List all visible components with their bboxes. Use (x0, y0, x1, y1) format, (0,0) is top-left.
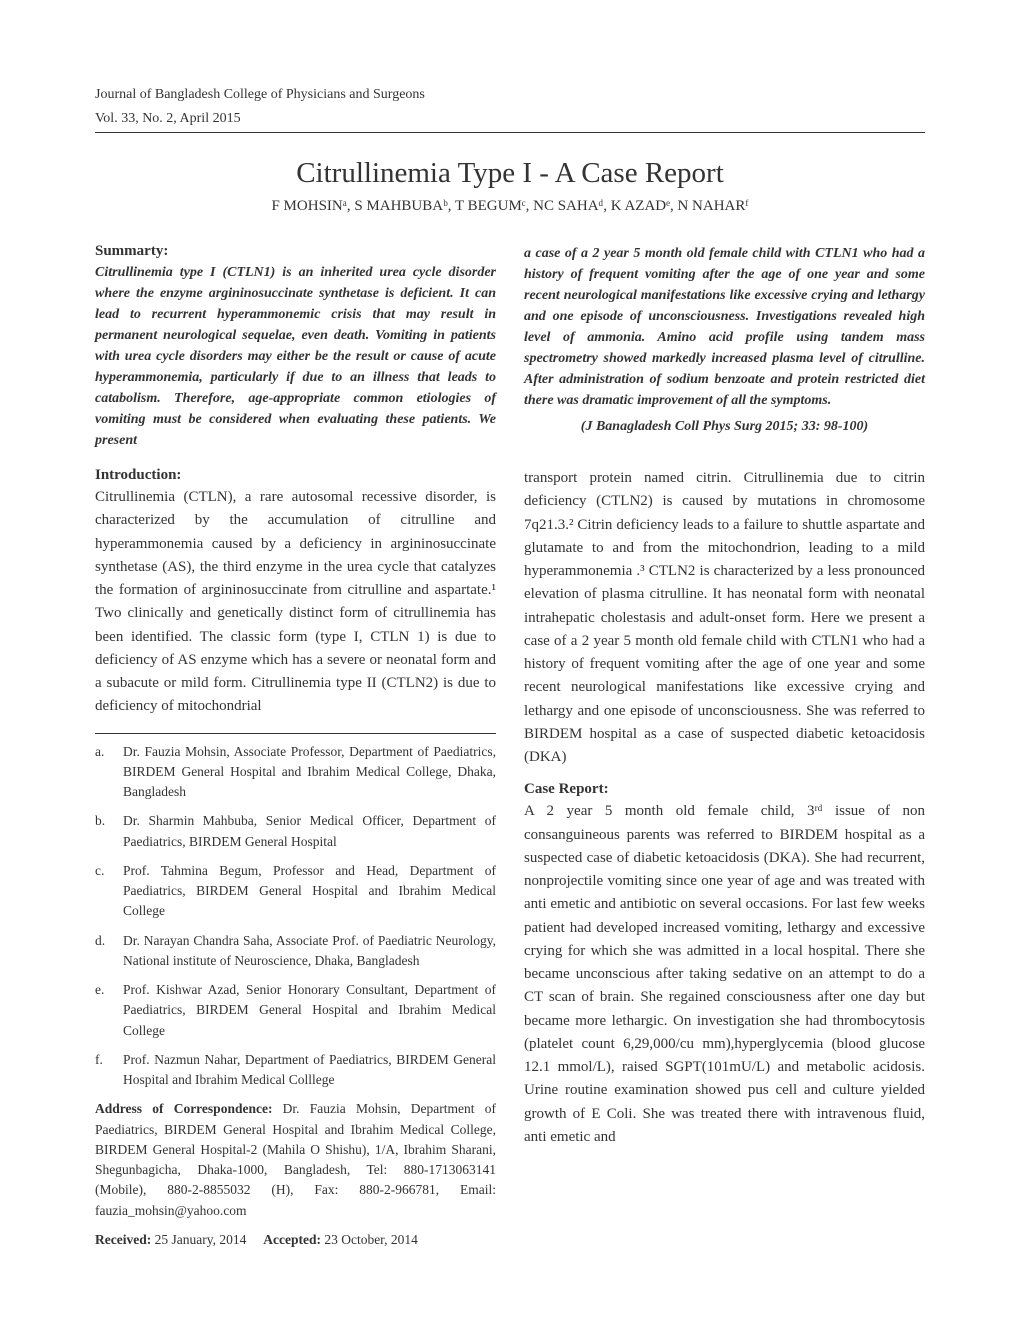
affil-text: Prof. Tahmina Begum, Professor and Head,… (123, 861, 496, 922)
summary-heading: Summarty: (95, 243, 496, 260)
introduction-heading: Introduction: (95, 467, 496, 484)
affiliation-item: c. Prof. Tahmina Begum, Professor and He… (95, 861, 496, 922)
introduction-right: transport protein named citrin. Citrulli… (524, 467, 925, 769)
dates: Received: 25 January, 2014 Accepted: 23 … (95, 1230, 496, 1250)
affil-letter: b. (95, 811, 123, 852)
affil-text: Dr. Fauzia Mohsin, Associate Professor, … (123, 742, 496, 803)
case-report-heading: Case Report: (524, 781, 925, 798)
affiliation-item: b. Dr. Sharmin Mahbuba, Senior Medical O… (95, 811, 496, 852)
affiliation-item: e. Prof. Kishwar Azad, Senior Honorary C… (95, 980, 496, 1041)
affil-letter: e. (95, 980, 123, 1041)
authors-line: F MOHSINᵃ, S MAHBUBAᵇ, T BEGUMᶜ, NC SAHA… (95, 198, 925, 215)
journal-name: Journal of Bangladesh College of Physici… (95, 85, 925, 105)
left-column: Introduction: Citrullinemia (CTLN), a ra… (95, 467, 496, 1250)
affil-letter: d. (95, 931, 123, 972)
affil-letter: c. (95, 861, 123, 922)
received-date: 25 January, 2014 (151, 1232, 246, 1247)
summary-section: Summarty: Citrullinemia type I (CTLN1) i… (95, 243, 925, 451)
main-content: Introduction: Citrullinemia (CTLN), a ra… (95, 467, 925, 1250)
case-report-text: A 2 year 5 month old female child, 3ʳᵈ i… (524, 800, 925, 1149)
summary-citation: (J Banagladesh Coll Phys Surg 2015; 33: … (524, 419, 925, 435)
introduction-left: Citrullinemia (CTLN), a rare autosomal r… (95, 486, 496, 719)
summary-right: a case of a 2 year 5 month old female ch… (524, 243, 925, 411)
received-label: Received: (95, 1232, 151, 1247)
correspondence-label: Address of Correspondence: (95, 1101, 272, 1116)
affiliation-item: d. Dr. Narayan Chandra Saha, Associate P… (95, 931, 496, 972)
article-title: Citrullinemia Type I - A Case Report (95, 157, 925, 190)
header-divider (95, 132, 925, 133)
affil-letter: a. (95, 742, 123, 803)
affiliation-item: f. Prof. Nazmun Nahar, Department of Pae… (95, 1050, 496, 1091)
affil-text: Prof. Nazmun Nahar, Department of Paedia… (123, 1050, 496, 1091)
affil-text: Dr. Narayan Chandra Saha, Associate Prof… (123, 931, 496, 972)
correspondence-text: Dr. Fauzia Mohsin, Department of Paediat… (95, 1101, 496, 1217)
affiliation-item: a. Dr. Fauzia Mohsin, Associate Professo… (95, 742, 496, 803)
journal-issue: Vol. 33, No. 2, April 2015 (95, 109, 925, 129)
right-column: transport protein named citrin. Citrulli… (524, 467, 925, 1250)
summary-left: Citrullinemia type I (CTLN1) is an inher… (95, 262, 496, 451)
journal-header: Journal of Bangladesh College of Physici… (95, 85, 925, 128)
accepted-label: Accepted: (263, 1232, 321, 1247)
affil-letter: f. (95, 1050, 123, 1091)
affiliations-block: a. Dr. Fauzia Mohsin, Associate Professo… (95, 733, 496, 1251)
affil-text: Dr. Sharmin Mahbuba, Senior Medical Offi… (123, 811, 496, 852)
correspondence: Address of Correspondence: Dr. Fauzia Mo… (95, 1099, 496, 1221)
accepted-date: 23 October, 2014 (321, 1232, 418, 1247)
affil-text: Prof. Kishwar Azad, Senior Honorary Cons… (123, 980, 496, 1041)
